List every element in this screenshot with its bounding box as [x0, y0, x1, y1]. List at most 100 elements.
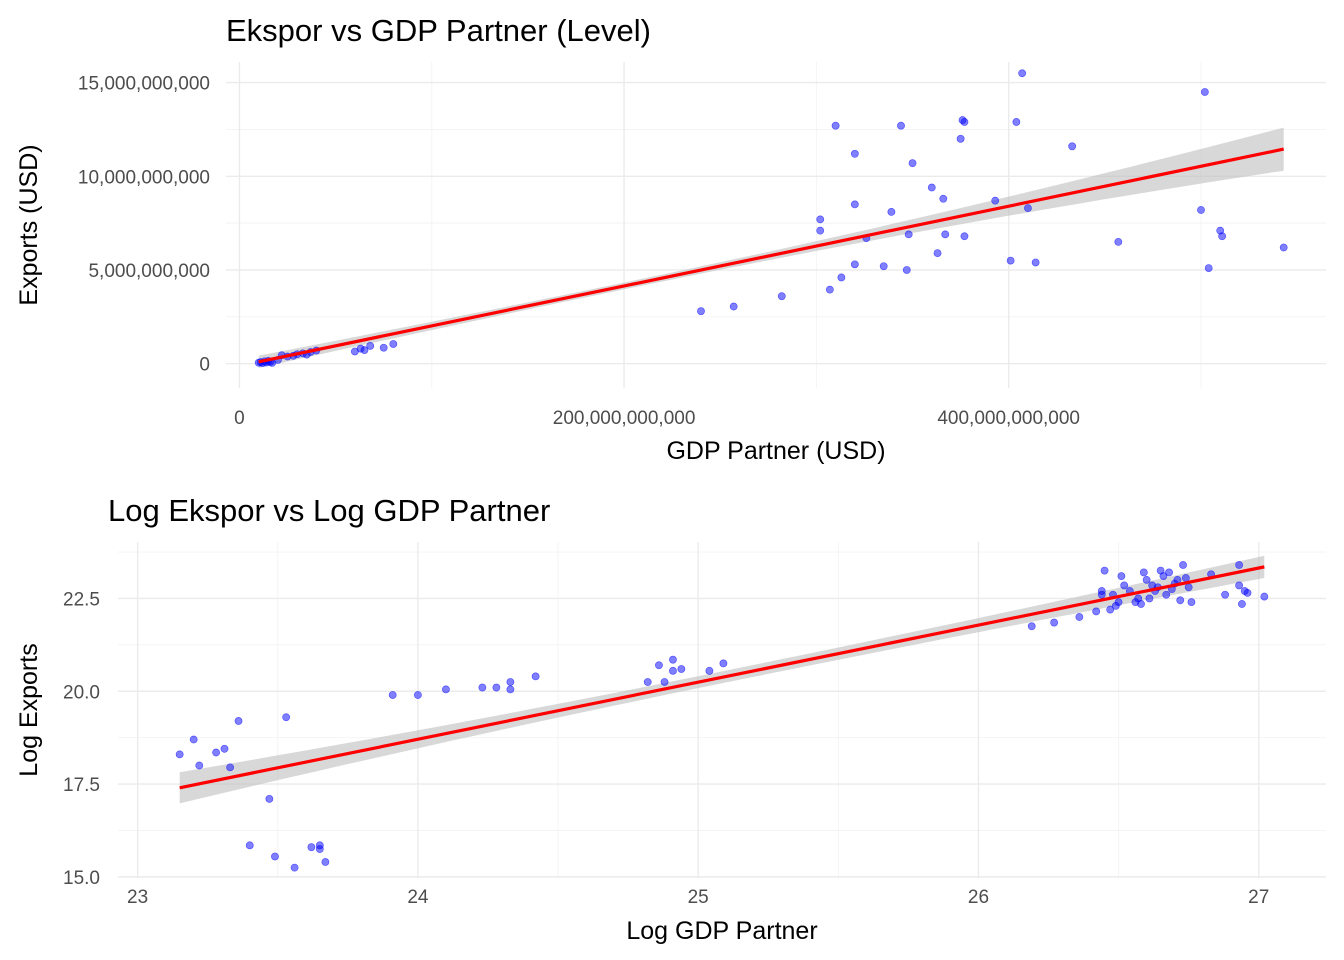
data-point	[531, 672, 540, 681]
data-point	[816, 226, 825, 235]
y-tick-label: 17.5	[63, 775, 100, 796]
data-point	[175, 750, 184, 759]
data-point	[360, 346, 369, 355]
data-point	[1159, 572, 1168, 581]
data-point	[478, 683, 487, 692]
y-axis-title: Exports (USD)	[15, 144, 43, 305]
data-point	[282, 713, 291, 722]
y-tick-label: 0	[199, 355, 210, 376]
data-point	[1204, 264, 1213, 272]
data-point	[1100, 566, 1109, 575]
data-point	[908, 159, 917, 168]
data-point	[226, 763, 235, 772]
x-axis-title: Log GDP Partner	[626, 917, 817, 945]
data-point	[1181, 574, 1190, 582]
regression-line	[179, 565, 1265, 790]
data-point	[897, 121, 905, 130]
data-point	[1120, 581, 1129, 590]
data-point	[195, 761, 204, 770]
data-point	[388, 691, 397, 699]
confidence-band	[179, 555, 1265, 804]
data-point	[643, 678, 652, 686]
data-point	[941, 230, 950, 239]
data-point	[927, 183, 936, 192]
y-tick-label: 5,000,000,000	[88, 261, 210, 282]
data-point	[1179, 561, 1187, 569]
data-point	[1031, 258, 1040, 267]
y-tick-label: 20.0	[63, 682, 100, 703]
data-point	[1092, 607, 1101, 616]
regression-line	[258, 147, 1285, 364]
data-point	[379, 343, 388, 352]
data-point	[1018, 69, 1027, 78]
data-point	[307, 843, 316, 852]
chart-log: 23 24 25 26 27 15.0 17.5 20.0 22.5 Log Ekspor vs …	[15, 493, 1326, 945]
data-point	[719, 659, 728, 668]
data-point	[902, 266, 911, 274]
data-point	[1235, 581, 1244, 590]
data-point	[655, 661, 663, 670]
data-point	[1139, 568, 1148, 577]
data-point	[1200, 88, 1209, 96]
data-point	[366, 341, 375, 350]
data-point	[321, 858, 330, 866]
data-point	[1173, 575, 1182, 584]
data-point	[960, 118, 969, 126]
data-point	[837, 273, 846, 282]
data-point	[1184, 583, 1193, 592]
data-point	[991, 196, 1000, 205]
data-point	[1162, 590, 1171, 599]
data-point	[669, 655, 677, 664]
chart-level: 0 200,000,000,000 400,000,000,000 0 5,000,00…	[15, 13, 1326, 465]
y-tick-label: 10,000,000,000	[78, 167, 210, 188]
y-axis-title: Log Exports	[15, 643, 43, 776]
data-point	[1114, 237, 1123, 246]
y-tick-label: 15,000,000,000	[78, 74, 210, 95]
data-point	[850, 260, 859, 269]
data-point	[212, 748, 220, 757]
data-point	[939, 194, 948, 203]
data-point	[506, 685, 515, 694]
x-tick-label: 27	[1248, 887, 1269, 908]
data-point	[777, 292, 786, 301]
data-point	[816, 215, 825, 224]
data-point	[1106, 605, 1115, 614]
x-tick-label: 25	[688, 887, 709, 908]
data-point	[506, 678, 515, 686]
data-point	[697, 307, 705, 316]
x-tick-label: 200,000,000,000	[553, 408, 696, 429]
data-point	[1097, 587, 1106, 595]
y-tick-label: 15.0	[63, 868, 100, 889]
data-point	[831, 121, 840, 130]
x-axis-title: GDP Partner (USD)	[666, 437, 885, 465]
data-point	[850, 200, 859, 209]
data-point	[933, 249, 942, 258]
data-point	[1197, 206, 1205, 214]
data-point	[1279, 243, 1288, 252]
x-tick-label: 23	[127, 887, 148, 908]
data-point	[1218, 232, 1227, 241]
data-point	[265, 795, 274, 803]
data-point	[271, 852, 279, 861]
data-point	[669, 666, 677, 675]
data-point	[660, 678, 669, 686]
data-point	[1027, 622, 1036, 631]
data-point	[960, 232, 969, 241]
data-point	[705, 666, 714, 675]
data-point	[1068, 142, 1077, 151]
data-point	[1260, 592, 1269, 601]
data-point	[1235, 561, 1244, 569]
x-tick-label: 24	[407, 887, 429, 908]
data-point	[245, 841, 254, 850]
data-point	[1243, 588, 1252, 597]
data-point	[492, 683, 501, 692]
data-point	[1012, 118, 1021, 126]
data-point	[1024, 204, 1032, 213]
data-point	[290, 863, 299, 872]
data-point	[1142, 575, 1151, 584]
data-point	[389, 340, 398, 348]
data-point	[1238, 600, 1246, 608]
x-tick-label: 400,000,000,000	[937, 408, 1080, 429]
data-point	[315, 841, 324, 850]
